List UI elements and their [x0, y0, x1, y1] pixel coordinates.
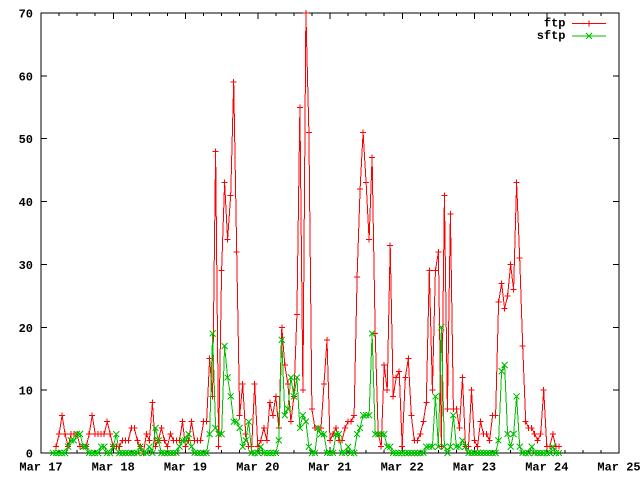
svg-text:70: 70: [19, 8, 33, 22]
svg-text:Mar 22: Mar 22: [381, 461, 424, 475]
svg-text:30: 30: [19, 259, 33, 273]
svg-text:Mar 24: Mar 24: [525, 461, 568, 475]
svg-text:0: 0: [26, 448, 33, 462]
svg-text:Mar 21: Mar 21: [308, 461, 351, 475]
svg-text:Mar 23: Mar 23: [453, 461, 496, 475]
svg-text:10: 10: [19, 385, 33, 399]
svg-text:sftp: sftp: [537, 29, 566, 43]
svg-text:40: 40: [19, 196, 33, 210]
svg-text:ftp: ftp: [544, 17, 566, 31]
svg-text:60: 60: [19, 70, 33, 84]
svg-text:Mar 18: Mar 18: [92, 461, 135, 475]
svg-text:Mar 25: Mar 25: [597, 461, 640, 475]
svg-text:Mar 20: Mar 20: [236, 461, 279, 475]
svg-text:20: 20: [19, 322, 33, 336]
svg-text:50: 50: [19, 133, 33, 147]
svg-text:Mar 17: Mar 17: [19, 461, 62, 475]
svg-text:Mar 19: Mar 19: [164, 461, 207, 475]
